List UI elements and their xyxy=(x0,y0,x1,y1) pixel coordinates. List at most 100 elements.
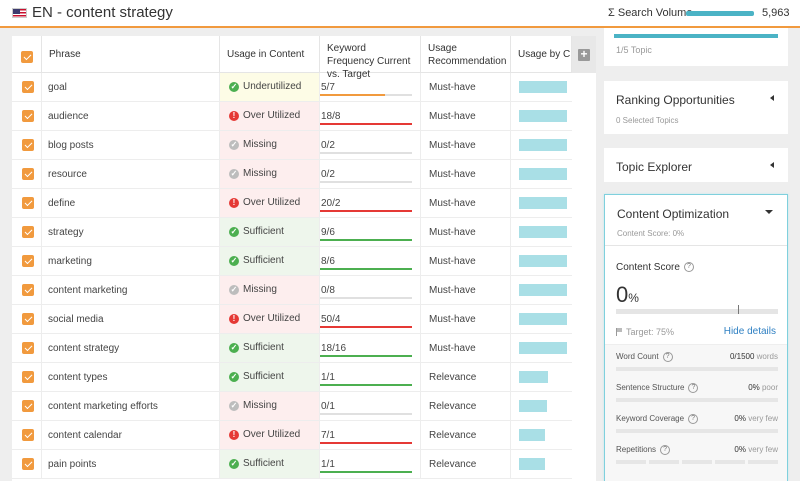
help-icon[interactable]: ? xyxy=(660,445,671,455)
frequency-cell: 20/2 xyxy=(320,189,421,217)
usage-status: Missing xyxy=(243,139,277,150)
recommendation-cell: Must-have xyxy=(421,73,511,101)
usage-by-competitors-cell xyxy=(511,276,572,304)
usage-by-competitors-cell xyxy=(511,363,572,391)
row-checkbox[interactable] xyxy=(22,110,34,122)
topic-explorer-title: Topic Explorer xyxy=(616,160,693,174)
usage-by-competitors-bar xyxy=(519,110,567,122)
usage-cell: ✓ Underutilized xyxy=(220,73,320,101)
phrase-cell: content calendar xyxy=(42,421,220,449)
table-row[interactable]: social media! Over Utilized 50/4 Must-have xyxy=(12,305,572,334)
table-row[interactable]: strategy ✓ Sufficient 9/6 Must-have xyxy=(12,218,572,247)
caret-left-icon[interactable] xyxy=(770,95,774,101)
usage-by-competitors-bar xyxy=(519,255,567,267)
frequency-value: 0/1 xyxy=(321,401,335,412)
frequency-fill xyxy=(320,355,412,357)
column-header-usage[interactable]: Usage in Content xyxy=(220,36,320,73)
add-column-button[interactable]: + xyxy=(572,36,596,73)
phrase-cell: content marketing xyxy=(42,276,220,304)
table-row[interactable]: content marketing ✓ Missing 0/8 Must-have xyxy=(12,276,572,305)
table-row[interactable]: content strategy ✓ Sufficient 18/16 Must-hav… xyxy=(12,334,572,363)
content-optimization-title[interactable]: Content Optimization xyxy=(617,207,730,221)
row-checkbox[interactable] xyxy=(22,458,34,470)
content-score-bar xyxy=(616,309,778,314)
frequency-cell: 0/1 xyxy=(320,392,421,420)
check-circle-icon: ✓ xyxy=(229,343,239,353)
recommendation-cell: Must-have xyxy=(421,102,511,130)
caret-down-icon[interactable] xyxy=(765,210,773,214)
usage-by-competitors-bar xyxy=(519,226,567,238)
row-checkbox-cell xyxy=(12,305,42,333)
table-row[interactable]: pain points ✓ Sufficient 1/1 Relevance xyxy=(12,450,572,479)
row-checkbox[interactable] xyxy=(22,284,34,296)
row-checkbox[interactable] xyxy=(22,342,34,354)
help-icon[interactable]: ? xyxy=(683,262,694,273)
check-circle-icon: ✓ xyxy=(229,227,239,237)
frequency-value: 1/1 xyxy=(321,459,335,470)
row-checkbox[interactable] xyxy=(22,168,34,180)
row-checkbox[interactable] xyxy=(22,197,34,209)
check-circle-icon: ✓ xyxy=(229,372,239,382)
metric-value: 0% very few xyxy=(734,445,778,454)
row-checkbox[interactable] xyxy=(22,255,34,267)
row-checkbox[interactable] xyxy=(22,226,34,238)
frequency-value: 50/4 xyxy=(321,314,341,325)
table-row[interactable]: resource ✓ Missing 0/2 Must-have xyxy=(12,160,572,189)
usage-by-competitors-bar xyxy=(519,371,548,383)
ranking-opportunities-card[interactable]: Ranking Opportunities 0 Selected Topics xyxy=(604,81,788,134)
phrase-cell: marketing xyxy=(42,247,220,275)
row-checkbox[interactable] xyxy=(22,139,34,151)
table-row[interactable]: content types ✓ Sufficient 1/1 Relevance xyxy=(12,363,572,392)
usage-cell: ! Over Utilized xyxy=(220,189,320,217)
metric-row: Keyword Coverage? 0% very few xyxy=(616,414,778,442)
table-row[interactable]: goal ✓ Underutilized 5/7 Must-have xyxy=(12,73,572,102)
row-checkbox-cell xyxy=(12,247,42,275)
usage-by-competitors-bar xyxy=(519,313,567,325)
table-row[interactable]: content calendar! Over Utilized 7/1 Relevan… xyxy=(12,421,572,450)
select-all-checkbox[interactable] xyxy=(21,51,33,63)
search-volume-value: 5,963 xyxy=(762,7,790,19)
row-checkbox-cell xyxy=(12,189,42,217)
help-icon[interactable]: ? xyxy=(662,352,673,362)
column-header-usage-by-competitors[interactable]: Usage by C xyxy=(511,36,572,73)
metric-value: 0% very few xyxy=(734,414,778,423)
row-checkbox-cell xyxy=(12,450,42,478)
recommendation-cell: Must-have xyxy=(421,276,511,304)
usage-cell: ✓ Missing xyxy=(220,160,320,188)
table-row[interactable]: audience! Over Utilized 18/8 Must-have xyxy=(12,102,572,131)
search-volume-label: Σ Search Volume xyxy=(608,7,693,19)
column-header-recommendation[interactable]: Usage Recommendation xyxy=(421,36,511,73)
frequency-bar xyxy=(320,471,412,473)
table-row[interactable]: marketing ✓ Sufficient 8/6 Must-have xyxy=(12,247,572,276)
row-checkbox[interactable] xyxy=(22,400,34,412)
help-icon[interactable]: ? xyxy=(688,383,699,393)
frequency-cell: 9/6 xyxy=(320,218,421,246)
caret-left-icon[interactable] xyxy=(770,162,774,168)
frequency-cell: 7/1 xyxy=(320,421,421,449)
usage-by-competitors-bar xyxy=(519,342,567,354)
content-score-label: Content Score? xyxy=(616,262,694,273)
frequency-value: 9/6 xyxy=(321,227,335,238)
column-header-phrase[interactable]: Phrase xyxy=(42,36,220,73)
hide-details-link[interactable]: Hide details xyxy=(723,326,776,337)
row-checkbox[interactable] xyxy=(22,313,34,325)
frequency-cell: 5/7 xyxy=(320,73,421,101)
divider xyxy=(605,245,787,246)
help-icon[interactable]: ? xyxy=(688,414,699,424)
alert-circle-icon: ! xyxy=(229,314,239,324)
metric-label: Repetitions? xyxy=(616,445,671,455)
row-checkbox[interactable] xyxy=(22,81,34,93)
usage-by-competitors-bar xyxy=(519,400,547,412)
table-row[interactable]: define! Over Utilized 20/2 Must-have xyxy=(12,189,572,218)
column-header-frequency[interactable]: Keyword Frequency Current vs. Target xyxy=(320,36,421,80)
row-checkbox[interactable] xyxy=(22,371,34,383)
topic-explorer-card[interactable]: Topic Explorer xyxy=(604,148,788,182)
frequency-bar xyxy=(320,384,412,386)
row-checkbox[interactable] xyxy=(22,429,34,441)
phrase-cell: goal xyxy=(42,73,220,101)
frequency-cell: 8/6 xyxy=(320,247,421,275)
usage-by-competitors-cell xyxy=(511,305,572,333)
table-row[interactable]: content marketing efforts ✓ Missing 0/1 Rele… xyxy=(12,392,572,421)
table-row[interactable]: blog posts ✓ Missing 0/2 Must-have xyxy=(12,131,572,160)
frequency-value: 18/8 xyxy=(321,111,341,122)
